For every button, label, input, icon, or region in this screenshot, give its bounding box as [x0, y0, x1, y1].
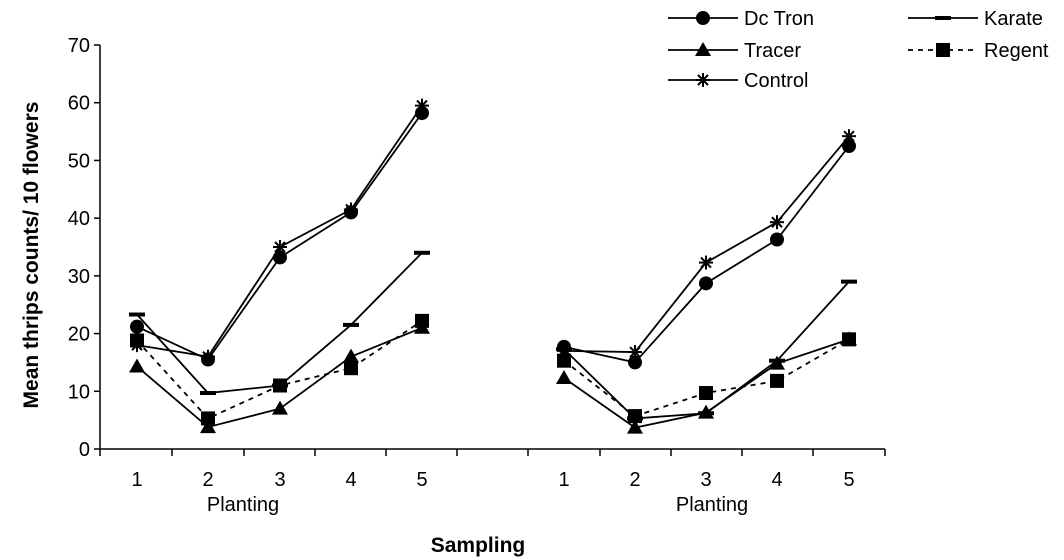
legend-marker [935, 16, 951, 20]
legend-label: Karate [984, 8, 1043, 30]
data-point-control [770, 215, 784, 230]
data-point-regent [344, 361, 358, 376]
legend-label: Control [744, 70, 808, 92]
x-tick-label: 3 [700, 469, 711, 491]
legend-marker [936, 43, 950, 57]
data-point-regent [628, 409, 642, 424]
group-label: Planting [676, 494, 748, 516]
series-line-dc-tron [563, 145, 850, 364]
data-point-tracer [343, 348, 359, 363]
x-tick-label: 5 [843, 469, 854, 491]
x-tick-label: 4 [345, 469, 356, 491]
y-tick-label: 70 [68, 35, 90, 57]
data-point-control [628, 345, 642, 360]
x-tick-label: 1 [558, 469, 569, 491]
data-point-control [344, 202, 358, 217]
data-point-control [130, 338, 144, 353]
data-point-regent [842, 332, 856, 347]
series-line-control [136, 105, 423, 358]
data-point-karate [200, 391, 216, 396]
x-tick-label: 2 [629, 469, 640, 491]
legend-label: Regent [984, 40, 1049, 62]
data-point-tracer [769, 355, 785, 370]
data-point-karate [129, 312, 145, 317]
legend-item-regent: Regent [908, 40, 1049, 62]
data-point-dc-tron [699, 276, 713, 291]
data-point-regent [699, 386, 713, 401]
data-point-control [201, 349, 215, 364]
y-tick-label: 60 [68, 93, 90, 115]
y-tick-label: 20 [68, 324, 90, 346]
axes: 0 10 20 30 40 50 60 70 1 2 3 4 5 Planting 1 2 3 4 5 Plantin… [68, 35, 886, 516]
series-line-control [563, 135, 850, 353]
data-point-karate [343, 322, 359, 327]
data-point-dc-tron [628, 355, 642, 370]
y-tick-label: 10 [68, 381, 90, 403]
data-point-regent [201, 411, 215, 426]
data-point-karate [841, 279, 857, 284]
legend-marker [696, 11, 710, 25]
data-point-tracer [698, 404, 714, 419]
data-point-control [415, 98, 429, 113]
data-point-dc-tron [842, 139, 856, 153]
data-point-karate [414, 250, 430, 255]
x-axis-title: Sampling [431, 534, 526, 557]
legend-marker [695, 42, 711, 56]
x-tick-label: 1 [131, 469, 142, 491]
data-point-control [842, 129, 856, 144]
data-point-control [273, 240, 287, 254]
data-point-dc-tron [130, 319, 144, 334]
y-tick-label: 0 [79, 439, 90, 461]
x-tick-label: 5 [416, 469, 427, 491]
data-point-regent [415, 313, 429, 328]
data-point-tracer [200, 419, 216, 434]
legend-item-tracer: Tracer [668, 40, 801, 62]
data-point-control [699, 255, 713, 270]
y-axis-title: Mean thrips counts/ 10 flowers [20, 102, 43, 409]
group-label: Planting [207, 494, 279, 516]
series-line-dc-tron [136, 112, 423, 361]
legend-label: Tracer [744, 40, 801, 62]
legend-label: Dc Tron [744, 8, 814, 30]
data-point-dc-tron [770, 232, 784, 247]
legend-item-dc-tron: Dc Tron [668, 8, 814, 30]
data-point-tracer [627, 419, 643, 434]
series-layer [129, 98, 857, 434]
legend-item-control: Control [668, 70, 808, 92]
legend: Dc Tron Karate Tracer Regent Control [668, 8, 1049, 92]
series-line-karate [136, 252, 423, 394]
data-point-control [557, 343, 571, 358]
legend-item-karate: Karate [908, 8, 1043, 30]
x-tick-label: 4 [771, 469, 782, 491]
x-tick-label: 3 [274, 469, 285, 491]
data-point-tracer [272, 400, 288, 415]
y-tick-label: 40 [68, 208, 90, 230]
y-tick-label: 50 [68, 150, 90, 172]
x-tick-label: 2 [202, 469, 213, 491]
data-point-regent [557, 353, 571, 368]
y-tick-label: 30 [68, 266, 90, 288]
legend-marker [696, 73, 710, 87]
data-point-regent [273, 378, 287, 393]
data-point-tracer [556, 370, 572, 385]
data-point-regent [770, 373, 784, 388]
data-point-tracer [129, 358, 145, 373]
